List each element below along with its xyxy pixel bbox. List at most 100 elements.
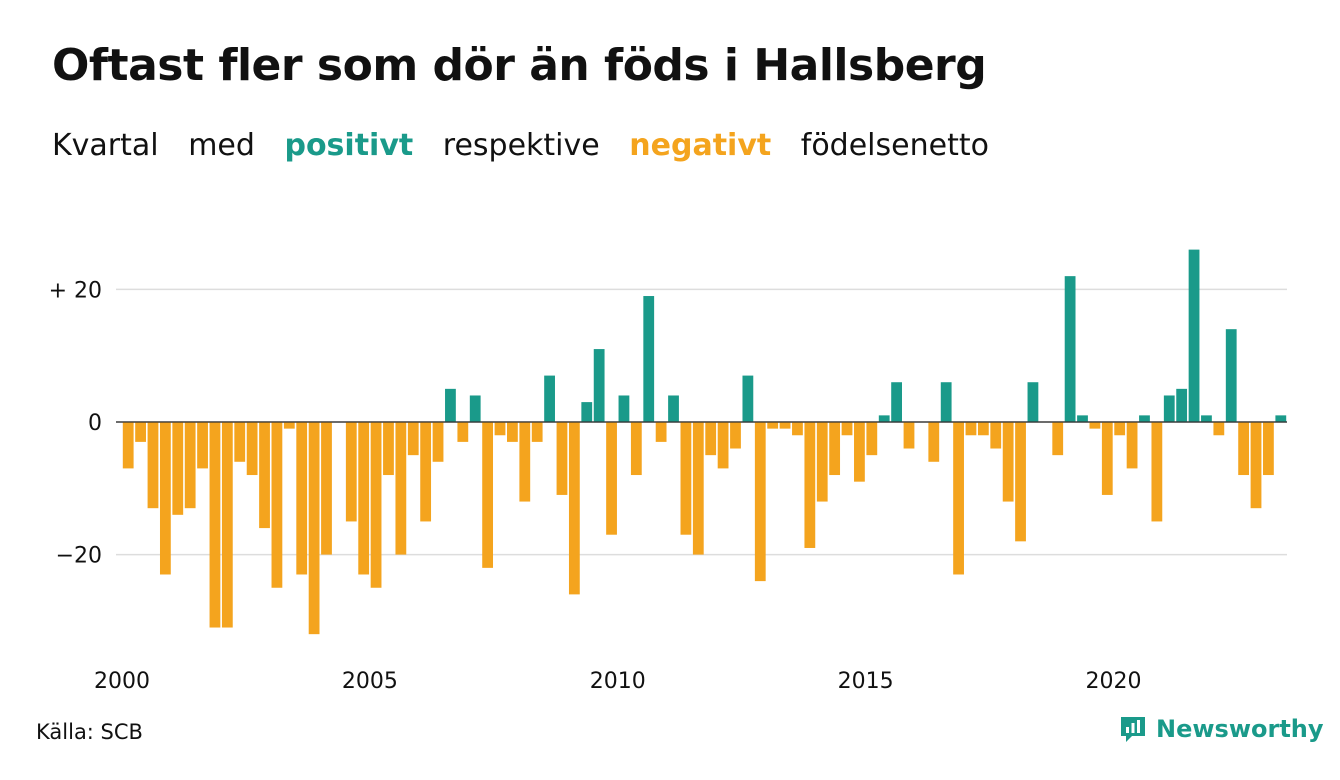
bar <box>804 422 816 548</box>
bar <box>246 422 258 476</box>
bar <box>730 422 741 449</box>
brand-logo: Newsworthy <box>1118 714 1324 744</box>
subtitle-word: med <box>188 128 255 163</box>
bar <box>556 422 568 495</box>
bar <box>1126 422 1138 469</box>
bar <box>779 422 791 429</box>
bar <box>866 422 878 456</box>
bar <box>531 422 543 442</box>
bar <box>135 422 146 442</box>
newsworthy-logo-icon <box>1121 717 1145 742</box>
bar <box>1188 249 1200 422</box>
bar <box>1163 395 1175 422</box>
bar <box>1151 422 1163 522</box>
bar <box>172 422 184 515</box>
bar <box>221 422 233 628</box>
bar <box>680 422 692 535</box>
bar <box>816 422 828 502</box>
x-tick-label: 2005 <box>342 669 398 694</box>
bar <box>209 422 221 628</box>
bar <box>395 422 407 555</box>
bar <box>692 422 704 555</box>
x-tick-label: 2015 <box>838 669 894 694</box>
bar <box>854 422 865 482</box>
bar <box>358 422 370 575</box>
bar <box>1002 422 1014 502</box>
bar <box>308 422 320 635</box>
bar <box>544 375 555 422</box>
bar <box>184 422 196 509</box>
bar <box>742 375 754 422</box>
bar <box>482 422 494 568</box>
bar <box>767 422 779 429</box>
bar <box>618 395 630 422</box>
bar <box>519 422 531 502</box>
bar <box>494 422 506 436</box>
bar <box>630 422 642 476</box>
bar <box>445 388 456 422</box>
bar <box>1176 388 1188 422</box>
bar <box>1213 422 1225 436</box>
bar <box>928 422 940 462</box>
bar <box>891 382 902 422</box>
bar <box>1238 422 1250 476</box>
subtitle-negative: negativt <box>629 128 772 163</box>
bar <box>321 422 332 555</box>
bar <box>407 422 419 456</box>
bar <box>259 422 270 529</box>
bar <box>283 422 295 429</box>
bar <box>432 422 444 462</box>
bar <box>370 422 382 588</box>
bar <box>903 422 915 449</box>
bar <box>754 422 766 582</box>
bar <box>705 422 717 456</box>
bar <box>841 422 853 436</box>
bar <box>965 422 977 436</box>
bar <box>1275 415 1287 422</box>
y-tick-label: + 20 <box>49 278 102 303</box>
bar <box>1027 382 1039 422</box>
bar <box>159 422 171 575</box>
bar <box>1089 422 1101 429</box>
bar <box>1077 415 1088 422</box>
bar <box>643 296 655 422</box>
subtitle-positive: positivt <box>284 128 414 163</box>
bar <box>197 422 208 469</box>
bar <box>581 402 593 422</box>
bar <box>507 422 518 442</box>
bar <box>1263 422 1274 476</box>
bar <box>878 415 890 422</box>
bar <box>953 422 964 575</box>
brand-name: Newsworthy <box>1156 715 1324 743</box>
bar <box>345 422 357 522</box>
bar <box>977 422 989 436</box>
subtitle-word: Kvartal <box>52 128 159 163</box>
bar <box>792 422 803 436</box>
chart-subtitle: Kvartal med positivt respektive negativt… <box>52 128 1009 163</box>
x-tick-label: 2010 <box>590 669 646 694</box>
bar <box>122 422 134 469</box>
bar <box>990 422 1002 449</box>
subtitle-word: respektive <box>442 128 600 163</box>
bar <box>420 422 432 522</box>
bar <box>147 422 159 509</box>
bar <box>234 422 246 462</box>
bar <box>1250 422 1262 509</box>
bar <box>1101 422 1113 495</box>
x-tick-label: 2000 <box>94 669 150 694</box>
bar <box>668 395 679 422</box>
bar <box>1064 276 1076 422</box>
bar <box>1015 422 1026 542</box>
source-note: Källa: SCB <box>36 720 143 744</box>
bar <box>1114 422 1126 436</box>
bar <box>457 422 469 442</box>
bar <box>469 395 481 422</box>
bar <box>1225 329 1237 422</box>
bar <box>1201 415 1212 422</box>
bar <box>1139 415 1150 422</box>
bar <box>296 422 308 575</box>
bar <box>568 422 580 595</box>
x-tick-label: 2020 <box>1085 669 1141 694</box>
bar <box>606 422 617 535</box>
